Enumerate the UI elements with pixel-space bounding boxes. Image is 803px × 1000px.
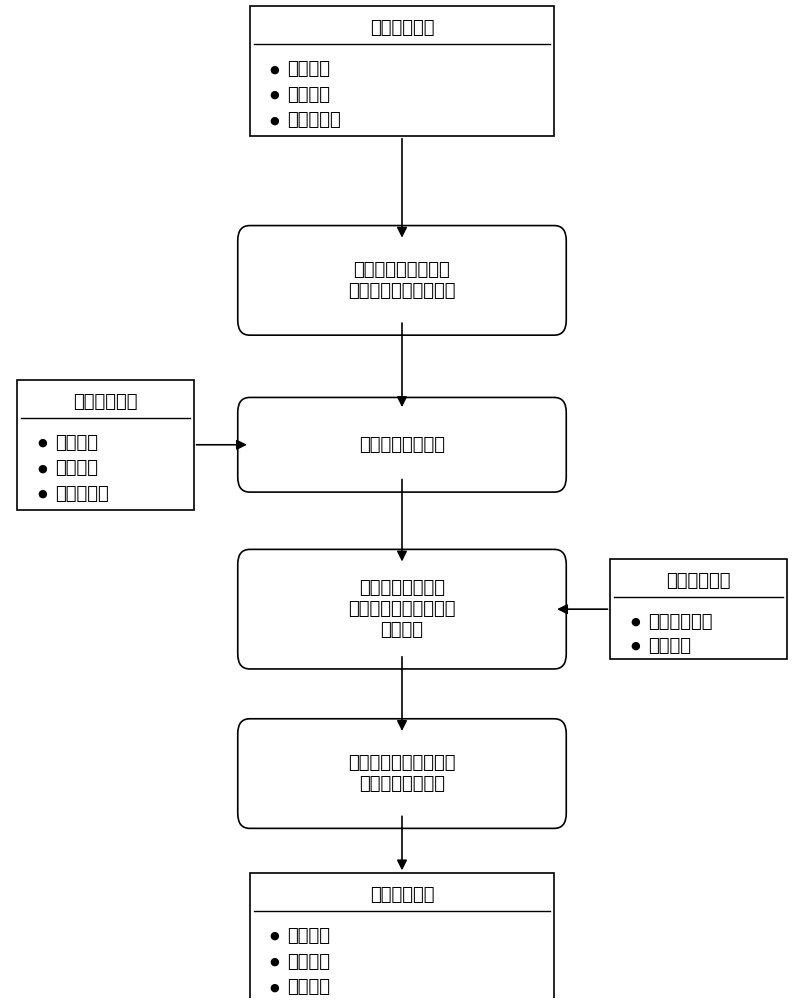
Text: 是否设置公交专用道
小汽车公交车是否混行: 是否设置公交专用道 小汽车公交车是否混行: [348, 261, 455, 300]
Text: ●: ●: [270, 957, 279, 967]
Text: 预期服务水平: 预期服务水平: [647, 613, 711, 631]
Text: 平均载客量: 平均载客量: [55, 485, 108, 503]
FancyBboxPatch shape: [238, 397, 565, 492]
Text: ●: ●: [270, 64, 279, 74]
Text: ●: ●: [270, 931, 279, 941]
Text: ●: ●: [38, 489, 47, 499]
Text: 根据目标函数进行循环
优化得到优化方案: 根据目标函数进行循环 优化得到优化方案: [348, 754, 455, 793]
Text: 计算设计客运能力: 计算设计客运能力: [359, 436, 444, 454]
Text: ●: ●: [270, 90, 279, 100]
Text: 断面形式: 断面形式: [287, 86, 330, 104]
Text: ●: ●: [38, 438, 47, 448]
Text: 关键参数: 关键参数: [287, 927, 330, 945]
Text: 交通需求条件: 交通需求条件: [73, 393, 137, 411]
Text: 红线宽度: 红线宽度: [287, 60, 330, 78]
Text: 设计需求条件: 设计需求条件: [666, 572, 730, 590]
FancyBboxPatch shape: [238, 719, 565, 828]
Text: ●: ●: [630, 617, 639, 627]
Text: 设计速度: 设计速度: [55, 459, 98, 477]
FancyBboxPatch shape: [250, 6, 553, 136]
Text: ●: ●: [38, 463, 47, 473]
FancyBboxPatch shape: [238, 549, 565, 669]
Text: ●: ●: [270, 982, 279, 992]
Text: 道路供给条件: 道路供给条件: [369, 19, 434, 37]
FancyBboxPatch shape: [18, 380, 194, 510]
Text: 目标函数: 目标函数: [647, 637, 690, 655]
FancyBboxPatch shape: [238, 226, 565, 335]
Text: ●: ●: [270, 115, 279, 125]
Text: 交通方式: 交通方式: [55, 434, 98, 452]
FancyBboxPatch shape: [250, 873, 553, 1000]
Text: ●: ●: [630, 641, 639, 651]
FancyBboxPatch shape: [609, 559, 785, 659]
Text: 优化推荐方案: 优化推荐方案: [369, 886, 434, 904]
Text: 隔离方式: 隔离方式: [287, 978, 330, 996]
Text: 计算实际运行速度
计算实际运输能力和实
际排放率: 计算实际运行速度 计算实际运输能力和实 际排放率: [348, 579, 455, 639]
Text: 车道分配: 车道分配: [287, 953, 330, 971]
Text: 公交专用道: 公交专用道: [287, 111, 340, 129]
